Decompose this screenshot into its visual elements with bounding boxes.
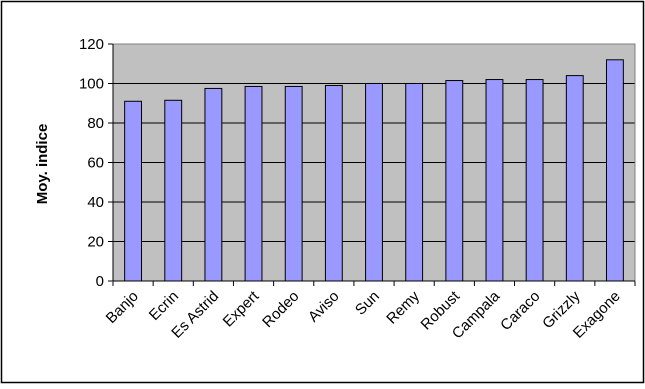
y-tick-label-1: 20: [87, 234, 104, 251]
y-tick-label-3: 60: [87, 155, 104, 172]
bar-8: [445, 80, 464, 282]
bar-11: [565, 75, 584, 282]
bar-7: [405, 83, 424, 282]
y-tick-labels: 0 20 40 60 80 100 120: [79, 36, 104, 290]
bar-1: [164, 99, 183, 282]
bar-4: [284, 85, 303, 282]
y-tick-label-2: 40: [87, 194, 104, 211]
bar-2: [204, 87, 223, 282]
y-tick-label-4: 80: [87, 115, 104, 132]
bar-10: [525, 79, 544, 282]
axes: [108, 43, 636, 286]
bar-9: [485, 79, 504, 282]
bars: [124, 59, 624, 282]
bar-3: [244, 85, 263, 282]
bar-6: [365, 83, 383, 282]
bar-5: [324, 84, 343, 282]
y-tick-label-6: 120: [79, 36, 104, 53]
bar-0: [124, 100, 143, 282]
y-tick-label-5: 100: [79, 76, 104, 93]
y-tick-label-0: 0: [96, 273, 104, 290]
bar-12: [605, 59, 624, 282]
y-axis-title: Moy. indice: [34, 124, 51, 205]
